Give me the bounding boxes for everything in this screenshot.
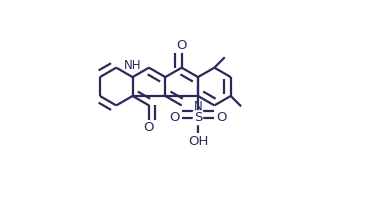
Text: S: S — [194, 111, 202, 124]
Text: N: N — [194, 100, 202, 113]
Text: NH: NH — [124, 59, 141, 72]
Text: O: O — [169, 111, 180, 124]
Text: O: O — [176, 39, 187, 52]
Text: O: O — [144, 121, 154, 134]
Text: OH: OH — [188, 135, 208, 148]
Text: O: O — [217, 111, 227, 124]
